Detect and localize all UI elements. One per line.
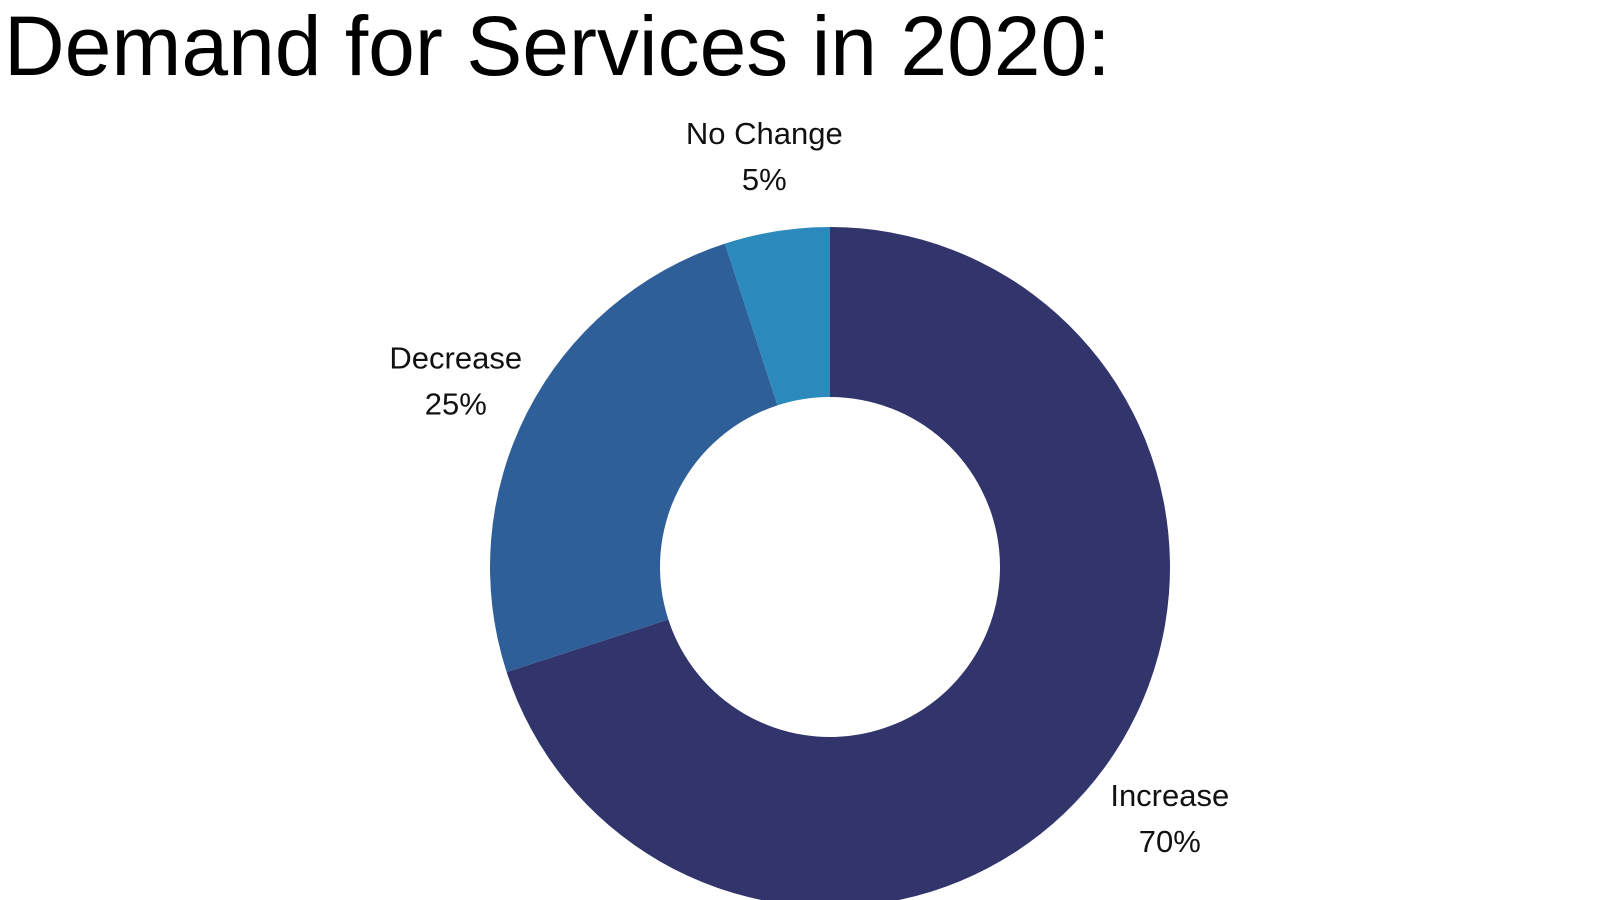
slice-no-change	[724, 227, 830, 406]
slice-value-decrease: 25%	[425, 386, 487, 421]
chart-title: Demand for Services in 2020:	[4, 0, 1111, 93]
slice-label-increase: Increase	[1110, 778, 1229, 813]
slice-label-decrease: Decrease	[389, 340, 522, 375]
slice-increase	[506, 227, 1171, 900]
slice-value-increase: 70%	[1139, 824, 1201, 859]
slice-decrease	[490, 243, 778, 673]
slice-label-no-change: No Change	[686, 116, 843, 151]
slice-value-no-change: 5%	[742, 162, 787, 197]
